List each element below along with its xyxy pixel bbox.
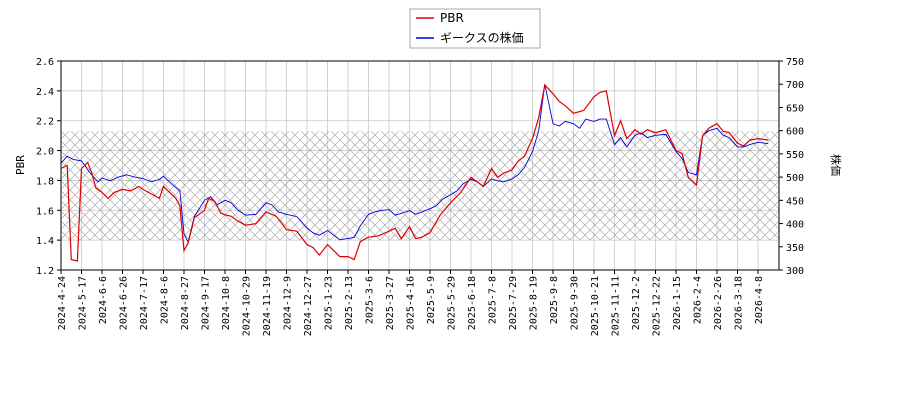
x-tick-label: 2024-6-6 — [98, 276, 109, 324]
legend: PBR ギークスの株価 — [409, 8, 541, 49]
x-tick-label: 2024-5-17 — [78, 276, 89, 330]
left-axis-title: PBR — [14, 155, 27, 175]
x-tick-label: 2025-10-21 — [590, 276, 601, 336]
right-tick-label: 450 — [786, 196, 804, 207]
x-tick-label: 2025-3-6 — [365, 276, 376, 324]
left-tick-label: 1.2 — [36, 266, 54, 277]
right-tick-label: 650 — [786, 103, 804, 114]
x-tick-label: 2025-4-16 — [406, 276, 417, 330]
x-tick-label: 2024-10-29 — [242, 276, 253, 336]
right-tick-label: 700 — [786, 80, 804, 91]
x-tick-label: 2025-5-29 — [447, 276, 458, 330]
x-tick-label: 2024-12-27 — [303, 276, 314, 336]
right-tick-label: 500 — [786, 173, 804, 184]
x-tick-label: 2024-12-9 — [283, 276, 294, 330]
left-axis: 1.2 1.4 1.6 1.8 2.0 2.2 2.4 2.6 — [36, 57, 61, 277]
right-tick-label: 750 — [786, 57, 804, 68]
x-tick-label: 2024-10-8 — [221, 276, 232, 330]
x-tick-label: 2025-12-2 — [631, 276, 642, 330]
pbr-series-line — [61, 83, 769, 262]
left-tick-label: 1.4 — [36, 236, 54, 247]
plot-frame — [60, 60, 780, 271]
x-tick-label: 2024-6-26 — [119, 276, 130, 330]
legend-label-pbr: PBR — [440, 11, 464, 25]
right-axis-title: 株価 — [829, 154, 843, 176]
left-tick-label: 2.6 — [36, 57, 54, 68]
right-tick-label: 400 — [786, 220, 804, 231]
left-tick-label: 2.4 — [36, 87, 54, 98]
x-tick-label: 2025-2-13 — [344, 276, 355, 330]
x-tick-label: 2025-9-30 — [570, 276, 581, 330]
right-axis: 300 350 400 450 500 550 600 650 700 750 — [779, 57, 804, 277]
x-tick-label: 2026-3-18 — [734, 276, 745, 330]
left-tick-label: 2.2 — [36, 117, 54, 128]
x-tick-label: 2025-7-8 — [488, 276, 499, 324]
left-tick-label: 2.0 — [36, 147, 54, 158]
x-tick-label: 2024-9-17 — [201, 276, 212, 330]
left-tick-label: 1.6 — [36, 206, 54, 217]
legend-label-price: ギークスの株価 — [440, 30, 524, 45]
x-tick-label: 2026-2-4 — [693, 276, 704, 324]
x-axis: 2024-4-24 2024-5-17 2024-6-6 2024-6-26 2024-… — [57, 270, 765, 336]
x-tick-label: 2026-1-15 — [672, 276, 683, 330]
x-tick-label: 2024-8-6 — [160, 276, 171, 324]
x-tick-label: 2026-2-26 — [713, 276, 724, 330]
x-tick-label: 2024-8-27 — [180, 276, 191, 330]
x-tick-label: 2025-12-22 — [652, 276, 663, 336]
left-tick-label: 1.8 — [36, 176, 54, 187]
x-tick-label: 2024-7-17 — [139, 276, 150, 330]
pbr-range-band — [61, 131, 779, 241]
x-tick-label: 2025-9-8 — [549, 276, 560, 324]
x-tick-label: 2025-5-9 — [426, 276, 437, 324]
x-tick-label: 2025-8-19 — [529, 276, 540, 330]
x-tick-label: 2025-7-29 — [508, 276, 519, 330]
legend-box — [409, 8, 541, 49]
x-tick-label: 2024-4-24 — [57, 276, 68, 330]
stock-price-series-line — [61, 84, 769, 244]
x-tick-label: 2025-3-27 — [385, 276, 396, 330]
x-tick-label: 2025-6-18 — [467, 276, 478, 330]
right-tick-label: 350 — [786, 243, 804, 254]
right-tick-label: 600 — [786, 127, 804, 138]
right-tick-label: 550 — [786, 150, 804, 161]
x-tick-label: 2026-4-8 — [754, 276, 765, 324]
x-tick-label: 2025-1-23 — [324, 276, 335, 330]
x-tick-label: 2024-11-19 — [262, 276, 273, 336]
x-tick-label: 2025-11-11 — [611, 276, 622, 336]
right-tick-label: 300 — [786, 266, 804, 277]
